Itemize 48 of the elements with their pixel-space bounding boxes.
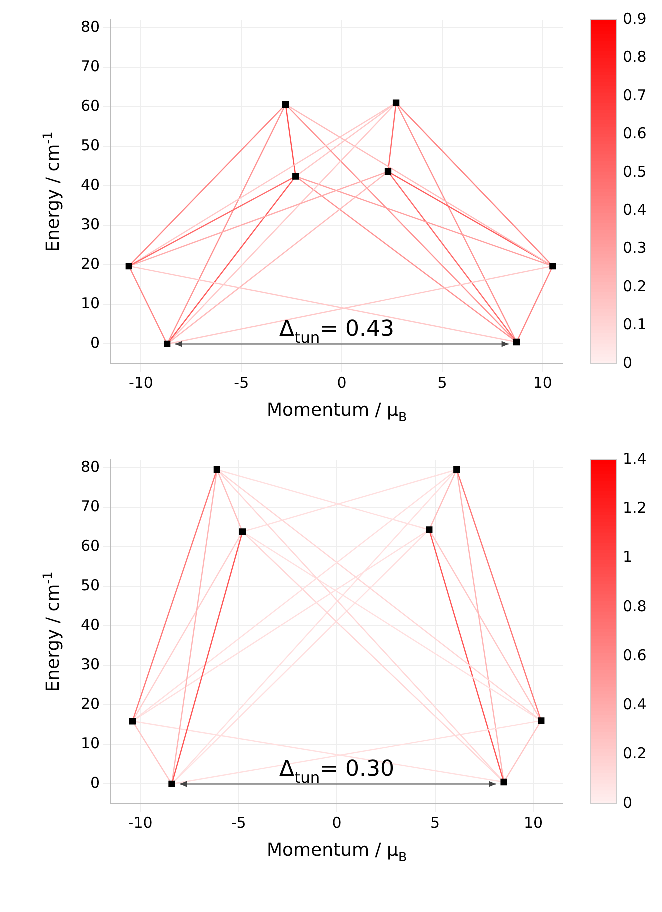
color-bar-label: 0 [623,354,633,372]
color-bar-label: 0.5 [623,162,647,181]
color-bar-label: 0.4 [623,696,647,714]
color-bar-label: 0.2 [623,744,647,763]
color-bar-label: 0 [623,794,633,812]
x-tick-label: -10 [128,814,153,832]
y-tick-label: 30 [80,216,100,234]
y-tick-label: 0 [90,774,100,792]
y-tick-label: 40 [80,176,100,194]
color-bar-label: 0.4 [623,201,647,219]
x-tick-label: -10 [128,374,154,392]
y-axis-title: Energy / cm-1 [40,132,64,252]
color-bar-label: 0.3 [623,239,647,258]
color-bar-label: 0.8 [623,597,647,616]
x-tick-label: 5 [430,814,440,832]
color-bar-label: 0.8 [623,48,647,66]
y-tick-label: 10 [80,734,100,753]
y-axis-title: Energy / cm-1 [40,572,64,692]
color-bar-label: 1.2 [623,499,647,518]
y-tick-label: 10 [80,294,100,313]
color-bar-label: 0.1 [623,316,647,334]
color-bar-label: 1.4 [623,450,647,468]
y-tick-label: 0 [90,334,100,352]
y-tick-label: 20 [80,255,100,274]
y-tick-label: 80 [80,18,100,36]
color-bar-label: 0.2 [623,277,647,296]
x-tick-label: -5 [234,374,250,392]
color-bar-label: 0.9 [623,10,647,28]
color-bar-label: 0.6 [623,124,647,143]
x-tick-label: 10 [524,814,544,832]
x-tick-label: -5 [231,814,246,832]
x-tick-label: 5 [438,374,448,392]
y-tick-label: 80 [80,458,100,476]
y-tick-label: 30 [80,656,100,674]
y-tick-label: 50 [80,576,100,594]
y-tick-label: 60 [80,536,100,555]
y-tick-label: 60 [80,96,100,115]
x-tick-label: 0 [332,814,342,832]
y-tick-label: 70 [80,497,100,516]
x-tick-label: 10 [533,374,552,392]
color-bar-label: 0.7 [623,86,647,104]
color-bar-label: 0.6 [623,646,647,664]
x-tick-label: 0 [337,374,347,392]
color-bar-label: 1 [623,548,633,566]
y-tick-label: 50 [80,136,100,154]
y-tick-label: 70 [80,57,100,76]
y-tick-label: 40 [80,616,100,634]
y-tick-label: 20 [80,695,100,714]
